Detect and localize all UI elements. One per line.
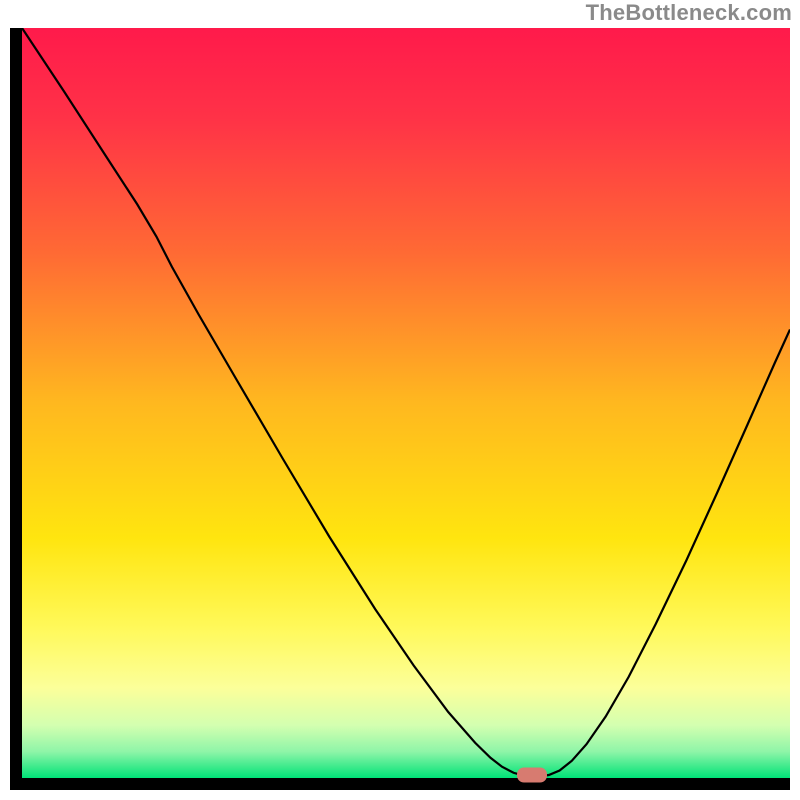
chart-container: TheBottleneck.com [0,0,800,800]
plot-frame [10,28,790,790]
curve-path [22,28,790,777]
plot-area [22,28,790,778]
bottleneck-curve [22,28,790,778]
watermark-text: TheBottleneck.com [586,0,792,26]
bottleneck-marker [517,768,547,783]
